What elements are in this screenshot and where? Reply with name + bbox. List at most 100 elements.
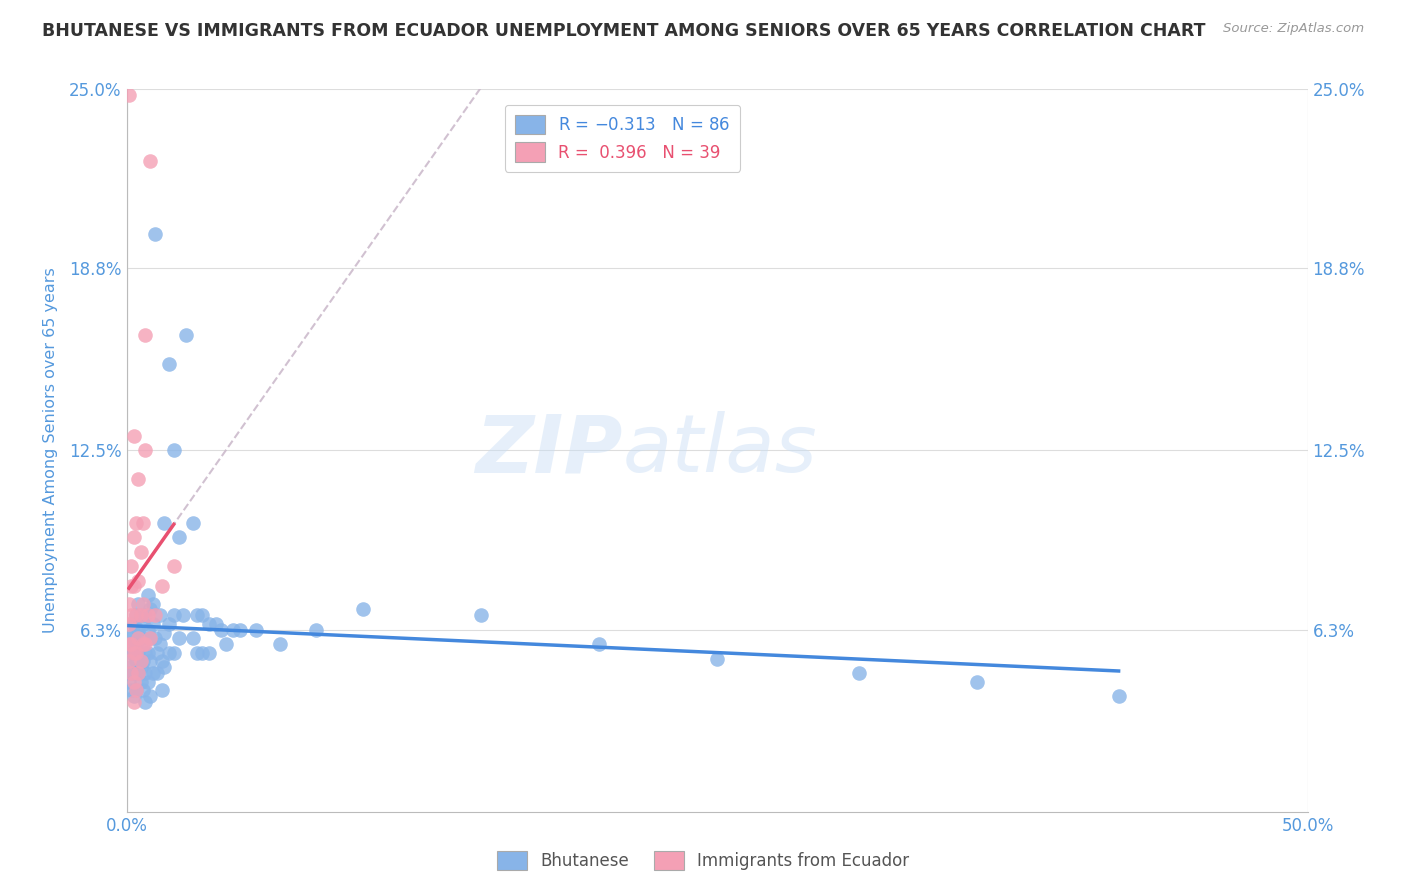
Point: [122, 695, 145, 709]
Point: [134, 327, 156, 342]
Point: [122, 689, 145, 703]
Point: [127, 665, 149, 680]
Point: [157, 616, 180, 631]
Point: [136, 674, 159, 689]
Point: [122, 616, 145, 631]
Point: [150, 683, 173, 698]
Point: [134, 443, 156, 458]
Point: [127, 597, 149, 611]
Point: [118, 655, 141, 669]
Point: [143, 227, 166, 241]
Point: [118, 87, 141, 102]
Point: [198, 646, 221, 660]
Point: [191, 646, 214, 660]
Point: [174, 327, 197, 342]
Point: [143, 608, 166, 623]
Point: [136, 588, 159, 602]
Point: [129, 608, 152, 623]
Point: [181, 632, 204, 646]
Legend: Bhutanese, Immigrants from Ecuador: Bhutanese, Immigrants from Ecuador: [491, 844, 915, 877]
Point: [706, 651, 728, 665]
Point: [127, 646, 149, 660]
Point: [132, 637, 155, 651]
Point: [153, 516, 176, 530]
Point: [122, 429, 145, 443]
Point: [118, 660, 141, 674]
Legend: R = $-$0.313   N = 86, R =  0.396   N = 39: R = $-$0.313 N = 86, R = 0.396 N = 39: [505, 104, 741, 171]
Point: [352, 602, 374, 616]
Point: [125, 516, 148, 530]
Point: [118, 637, 141, 651]
Point: [167, 530, 190, 544]
Point: [1108, 689, 1130, 703]
Point: [848, 665, 870, 680]
Point: [209, 623, 232, 637]
Point: [129, 632, 152, 646]
Point: [118, 637, 141, 651]
Point: [122, 646, 145, 660]
Text: BHUTANESE VS IMMIGRANTS FROM ECUADOR UNEMPLOYMENT AMONG SENIORS OVER 65 YEARS CO: BHUTANESE VS IMMIGRANTS FROM ECUADOR UNE…: [42, 22, 1206, 40]
Point: [139, 154, 162, 169]
Point: [139, 632, 162, 646]
Point: [127, 574, 149, 588]
Point: [198, 616, 221, 631]
Point: [125, 683, 148, 698]
Point: [163, 559, 186, 574]
Point: [163, 646, 186, 660]
Point: [132, 637, 155, 651]
Point: [157, 646, 180, 660]
Point: [125, 683, 148, 698]
Point: [125, 608, 148, 623]
Point: [470, 608, 492, 623]
Point: [120, 579, 142, 593]
Point: [120, 683, 142, 698]
Y-axis label: Unemployment Among Seniors over 65 years: Unemployment Among Seniors over 65 years: [44, 268, 58, 633]
Point: [134, 608, 156, 623]
Point: [132, 683, 155, 698]
Point: [141, 597, 163, 611]
Point: [125, 646, 148, 660]
Point: [132, 616, 155, 631]
Point: [134, 646, 156, 660]
Point: [186, 646, 208, 660]
Point: [157, 357, 180, 371]
Point: [122, 646, 145, 660]
Point: [139, 632, 162, 646]
Point: [136, 646, 159, 660]
Point: [149, 608, 172, 623]
Point: [118, 597, 141, 611]
Point: [141, 616, 163, 631]
Text: Source: ZipAtlas.com: Source: ZipAtlas.com: [1223, 22, 1364, 36]
Point: [120, 559, 142, 574]
Point: [588, 637, 610, 651]
Point: [153, 625, 176, 640]
Point: [122, 674, 145, 689]
Point: [172, 608, 194, 623]
Point: [136, 608, 159, 623]
Point: [229, 623, 252, 637]
Point: [139, 689, 162, 703]
Point: [150, 655, 173, 669]
Point: [139, 655, 162, 669]
Point: [186, 608, 208, 623]
Point: [132, 597, 155, 611]
Point: [122, 579, 145, 593]
Point: [127, 632, 149, 646]
Point: [134, 637, 156, 651]
Point: [129, 655, 152, 669]
Point: [146, 665, 169, 680]
Point: [118, 674, 141, 689]
Point: [222, 623, 245, 637]
Point: [129, 608, 152, 623]
Text: ZIP: ZIP: [475, 411, 623, 490]
Point: [127, 665, 149, 680]
Point: [143, 632, 166, 646]
Point: [966, 674, 988, 689]
Point: [136, 623, 159, 637]
Text: atlas: atlas: [623, 411, 817, 490]
Point: [122, 625, 145, 640]
Point: [125, 608, 148, 623]
Point: [304, 623, 326, 637]
Point: [127, 472, 149, 486]
Point: [125, 655, 148, 669]
